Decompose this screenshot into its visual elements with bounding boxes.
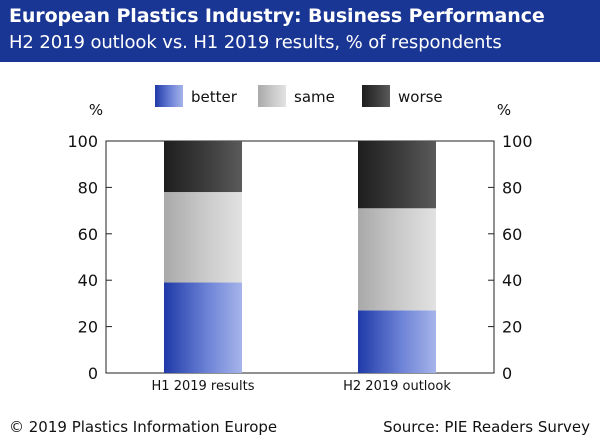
y-tick-label-right: 80 bbox=[502, 178, 522, 197]
y-tick-label-left: 100 bbox=[67, 132, 98, 151]
y-axis-ticks: 0 0 20 20 40 40 60 60 80 80 100 100 bbox=[67, 132, 532, 383]
bar-same bbox=[358, 208, 436, 311]
legend-label-same: same bbox=[294, 88, 335, 106]
legend: better same worse bbox=[155, 85, 443, 107]
chart-title: European Plastics Industry: Business Per… bbox=[9, 5, 545, 27]
y-tick-label-left: 60 bbox=[78, 225, 98, 244]
plot-area bbox=[105, 140, 495, 374]
bar-better bbox=[164, 282, 242, 373]
y-tick-label-right: 0 bbox=[502, 364, 512, 383]
bars bbox=[164, 141, 436, 373]
y-tick-label-right: 40 bbox=[502, 271, 522, 290]
y-tick-label-left: 0 bbox=[88, 364, 98, 383]
x-tick-label: H2 2019 outlook bbox=[343, 379, 451, 394]
y-tick-label-left: 20 bbox=[78, 318, 98, 337]
bar-worse bbox=[164, 141, 242, 193]
y-tick-label-right: 100 bbox=[502, 132, 533, 151]
legend-swatch-worse bbox=[362, 85, 390, 107]
y-tick-label-left: 80 bbox=[78, 178, 98, 197]
y-tick-label-right: 20 bbox=[502, 318, 522, 337]
chart-header: European Plastics Industry: Business Per… bbox=[0, 0, 600, 62]
bar-same bbox=[164, 192, 242, 283]
y-tick-label-right: 60 bbox=[502, 225, 522, 244]
x-axis-labels: H1 2019 results H2 2019 outlook bbox=[152, 379, 452, 394]
source-text: Source: PIE Readers Survey bbox=[383, 418, 590, 436]
legend-label-worse: worse bbox=[398, 88, 443, 106]
legend-swatch-same bbox=[258, 85, 286, 107]
y-axis-unit-left: % bbox=[89, 101, 103, 119]
x-tick-label: H1 2019 results bbox=[152, 379, 255, 394]
y-tick-label-left: 40 bbox=[78, 271, 98, 290]
bar-better bbox=[358, 310, 436, 373]
y-axis-unit-right: % bbox=[497, 101, 511, 119]
copyright-text: © 2019 Plastics Information Europe bbox=[9, 418, 278, 436]
chart-subtitle: H2 2019 outlook vs. H1 2019 results, % o… bbox=[9, 32, 502, 53]
legend-swatch-better bbox=[155, 85, 183, 107]
legend-label-better: better bbox=[191, 88, 238, 106]
bar-worse bbox=[358, 141, 436, 209]
